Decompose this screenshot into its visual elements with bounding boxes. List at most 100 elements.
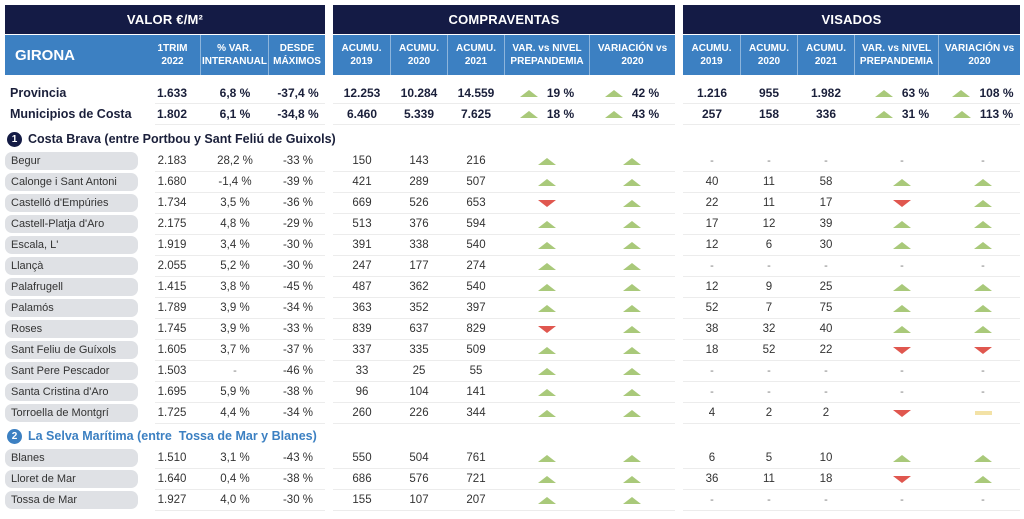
municipality-row: Llançà 2.055 5,2 % -30 % 247 177 274 - - - - - <box>5 256 1020 277</box>
visados-variacion-2020-content: - <box>981 494 985 506</box>
row-divider <box>155 381 325 382</box>
compraventas-variacion-2020 <box>592 361 672 381</box>
header-valor: VALOR €/M² <box>5 5 325 34</box>
visados-2021: - <box>824 155 828 167</box>
compraventas-2019: 6.460 <box>346 107 378 121</box>
visados-variacion-2020: 113 % <box>943 104 1023 124</box>
arrow-up-icon <box>893 304 911 312</box>
desde-maximos: -30 % <box>282 260 314 272</box>
arrow-up-icon <box>952 110 971 118</box>
visados-variacion-2020-value: 113 % <box>979 107 1014 121</box>
compraventas-var-prepandemia-content: 18 % <box>519 107 575 121</box>
visados-variacion-2020 <box>943 448 1023 468</box>
row-divider <box>683 234 1020 235</box>
arrow-up-icon <box>623 262 641 270</box>
arrow-up-icon <box>874 89 893 97</box>
compraventas-variacion-2020 <box>592 151 672 171</box>
visados-2020: 11 <box>763 473 775 485</box>
compraventas-2020: 576 <box>409 473 429 485</box>
compraventas-var-prepandemia <box>507 277 587 297</box>
compraventas-variacion-2020 <box>592 469 672 489</box>
visados-variacion-2020-content <box>974 199 992 207</box>
compraventas-2021: 207 <box>466 494 486 506</box>
arrow-up-icon <box>974 241 992 249</box>
row-divider <box>155 339 325 340</box>
flat-indicator-icon <box>974 411 992 415</box>
valor-1trim: 1.927 <box>157 494 187 506</box>
row-divider <box>155 489 325 490</box>
compraventas-variacion-2020-content <box>623 241 641 249</box>
row-divider <box>333 171 675 172</box>
compraventas-var-prepandemia: 18 % <box>507 104 587 124</box>
compraventas-2019: 513 <box>352 218 372 230</box>
compraventas-var-prepandemia <box>507 193 587 213</box>
visados-2020: 955 <box>758 86 780 100</box>
section-heading: 1 Costa Brava (entre Portbou y Sant Feliú… <box>7 129 336 149</box>
desde-maximos: -37,4 % <box>277 86 319 100</box>
compraventas-variacion-2020-content <box>623 178 641 186</box>
compraventas-var-prepandemia-content <box>538 304 556 312</box>
visados-2020: 158 <box>758 107 780 121</box>
municipality-name: Lloret de Mar <box>5 470 138 488</box>
arrow-up-icon <box>623 496 641 504</box>
compraventas-var-prepandemia <box>507 469 587 489</box>
municipality-row: Torroella de Montgrí 1.725 4,4 % -34 % 260 22… <box>5 403 1020 424</box>
desde-maximos: -38 % <box>282 386 314 398</box>
arrow-down-icon <box>538 199 556 207</box>
compraventas-2021: 344 <box>466 407 486 419</box>
arrow-up-icon <box>623 178 641 186</box>
no-data-dash: - <box>900 494 904 506</box>
compraventas-variacion-2020 <box>592 235 672 255</box>
arrow-up-icon <box>623 346 641 354</box>
arrow-up-icon <box>974 475 992 483</box>
compraventas-var-prepandemia-value: 18 % <box>546 107 575 121</box>
var-interanual: 4,0 % <box>220 494 250 506</box>
valor-1trim: 1.734 <box>157 197 187 209</box>
compraventas-var-prepandemia-content <box>538 283 556 291</box>
visados-2019: 6 <box>708 452 716 464</box>
arrow-up-icon <box>974 283 992 291</box>
compraventas-2020: 226 <box>409 407 429 419</box>
arrow-up-icon <box>974 304 992 312</box>
compraventas-2020: 637 <box>409 323 429 335</box>
no-data-dash: - <box>981 365 985 377</box>
visados-2021: - <box>824 494 828 506</box>
arrow-up-icon <box>623 304 641 312</box>
compraventas-variacion-2020-content <box>623 283 641 291</box>
desde-maximos: -36 % <box>282 197 314 209</box>
compraventas-2021: 397 <box>466 302 486 314</box>
compraventas-2019: 260 <box>352 407 372 419</box>
compraventas-2019: 363 <box>352 302 372 314</box>
visados-variacion-2020-content: 113 % <box>952 107 1014 121</box>
arrow-up-icon <box>519 110 538 118</box>
visados-variacion-2020 <box>943 172 1023 192</box>
visados-var-prepandemia: - <box>862 151 942 171</box>
municipality-name: Castelló d'Empúries <box>5 194 138 212</box>
compraventas-variacion-2020: 43 % <box>592 104 672 124</box>
compraventas-var-prepandemia-content <box>538 157 556 165</box>
arrow-up-icon <box>623 283 641 291</box>
compraventas-2021: 216 <box>466 155 486 167</box>
compraventas-2021: 141 <box>466 386 486 398</box>
compraventas-variacion-2020 <box>592 403 672 423</box>
visados-2019: 4 <box>708 407 716 419</box>
arrow-up-icon <box>538 304 556 312</box>
var-interanual: 4,8 % <box>220 218 250 230</box>
desde-maximos: -34 % <box>282 407 314 419</box>
visados-2019: 52 <box>705 302 719 314</box>
arrow-up-icon <box>623 325 641 333</box>
compraventas-var-prepandemia <box>507 151 587 171</box>
row-divider <box>683 318 1020 319</box>
visados-2019: - <box>710 386 714 398</box>
var-interanual: 28,2 % <box>217 155 253 167</box>
arrow-down-icon <box>538 325 556 333</box>
arrow-up-icon <box>974 199 992 207</box>
compraventas-variacion-2020-value: 42 % <box>631 86 660 100</box>
compraventas-var-prepandemia <box>507 361 587 381</box>
row-divider <box>683 297 1020 298</box>
compraventas-variacion-2020 <box>592 277 672 297</box>
valor-1trim: 1.633 <box>156 86 188 100</box>
municipality-row: Tossa de Mar 1.927 4,0 % -30 % 155 107 207 - - - -… <box>5 490 1020 511</box>
row-divider <box>155 423 325 424</box>
valor-1trim: 1.919 <box>157 239 187 251</box>
